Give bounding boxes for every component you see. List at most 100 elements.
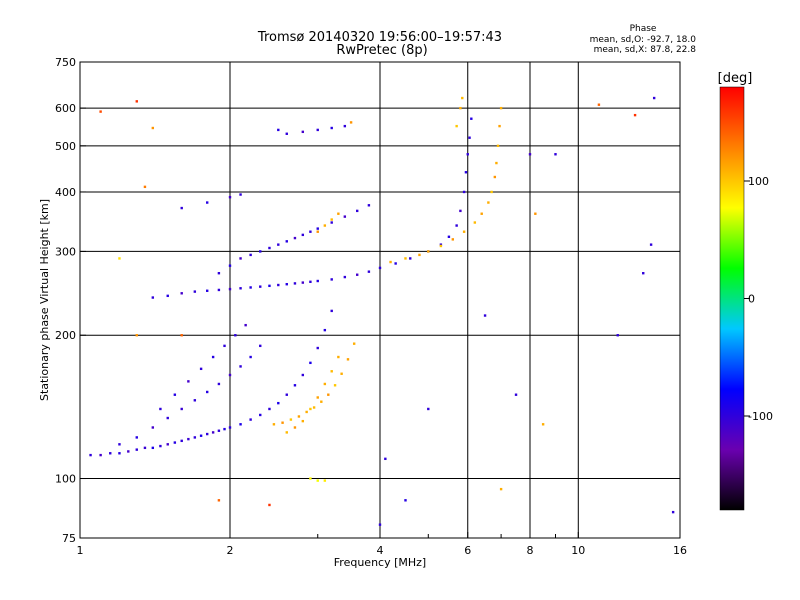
y-tick-label: 75 xyxy=(62,532,76,545)
x-tick-label: 1 xyxy=(77,544,84,557)
trace-point xyxy=(355,273,359,276)
trace-point xyxy=(323,328,327,332)
trace-point xyxy=(187,437,190,441)
trace-point xyxy=(277,401,280,405)
trace-point xyxy=(285,431,288,434)
trace-point xyxy=(293,282,297,285)
trace-point xyxy=(118,443,121,446)
trace-point xyxy=(327,393,330,396)
trace-point xyxy=(337,355,340,359)
trace-point xyxy=(323,224,327,227)
trace-point xyxy=(228,426,232,429)
trace-point xyxy=(239,257,242,260)
scatter-point xyxy=(554,153,557,156)
trace-point xyxy=(223,344,226,348)
trace-point xyxy=(470,117,473,120)
trace-point xyxy=(173,441,177,444)
scatter-point xyxy=(384,457,387,461)
trace-point xyxy=(293,236,297,240)
trace-point xyxy=(205,289,209,292)
trace-point xyxy=(473,221,477,224)
trace-point xyxy=(205,432,209,436)
trace-point xyxy=(193,436,197,439)
trace-point xyxy=(301,373,305,377)
scatter-point xyxy=(616,334,619,337)
trace-point xyxy=(151,446,155,450)
trace-point xyxy=(330,370,333,373)
trace-point xyxy=(340,372,343,375)
trace-point xyxy=(316,479,319,482)
trace-point xyxy=(293,426,297,429)
scatter-point xyxy=(427,407,430,411)
trace-point xyxy=(496,144,500,148)
trace-point xyxy=(330,309,333,313)
chart-title-line1: Tromsø 20140320 19:56:00–19:57:43 xyxy=(257,30,502,45)
trace-point xyxy=(316,279,319,283)
trace-point xyxy=(228,373,232,377)
scatter-point xyxy=(652,96,656,100)
scatter-point xyxy=(143,185,147,189)
trace-point xyxy=(217,382,221,386)
y-tick-label: 200 xyxy=(55,329,76,342)
trace-point xyxy=(404,257,407,260)
trace-point xyxy=(249,253,252,257)
trace-point xyxy=(394,262,397,265)
scatter-point xyxy=(541,423,545,426)
x-tick-label: 8 xyxy=(527,544,534,557)
trace-point xyxy=(316,128,319,132)
trace-point xyxy=(355,209,359,213)
trace-point xyxy=(293,384,297,387)
trace-point xyxy=(205,390,209,394)
trace-point xyxy=(187,380,190,383)
trace-point xyxy=(89,453,92,457)
trace-point xyxy=(259,344,262,348)
trace-point xyxy=(205,201,209,204)
data-points xyxy=(89,96,675,526)
trace-point xyxy=(464,171,468,174)
trace-point xyxy=(309,230,312,233)
trace-point xyxy=(193,399,197,402)
trace-point xyxy=(135,448,138,451)
trace-point xyxy=(346,358,350,361)
trace-point xyxy=(378,266,382,270)
trace-point xyxy=(343,124,347,128)
x-tick-label: 2 xyxy=(227,544,234,557)
trace-point xyxy=(367,270,371,273)
trace-point xyxy=(211,431,215,434)
x-axis-label: Frequency [MHz] xyxy=(334,556,426,569)
x-tick-label: 10 xyxy=(571,544,585,557)
colorbar-unit: [deg] xyxy=(718,71,753,86)
trace-point xyxy=(461,96,464,100)
trace-point xyxy=(143,446,147,450)
trace-point xyxy=(439,243,443,246)
trace-point xyxy=(462,190,466,194)
trace-point xyxy=(466,153,469,156)
trace-point xyxy=(281,421,284,424)
trace-point xyxy=(285,132,288,135)
trace-point xyxy=(333,384,337,387)
trace-point xyxy=(330,218,333,221)
trace-point xyxy=(249,286,252,289)
trace-point xyxy=(211,355,215,359)
trace-point xyxy=(127,450,130,453)
trace-point xyxy=(239,193,242,196)
scatter-point xyxy=(534,212,537,215)
trace-point xyxy=(268,246,271,250)
trace-point xyxy=(480,212,483,215)
trace-point xyxy=(277,243,280,246)
trace-point xyxy=(193,290,197,293)
trace-point xyxy=(277,128,280,132)
trace-point xyxy=(228,264,232,267)
trace-point xyxy=(118,452,121,455)
trace-point xyxy=(409,257,412,260)
trace-point xyxy=(468,136,471,139)
scatter-point xyxy=(217,499,221,502)
trace-point xyxy=(487,201,490,204)
trace-point xyxy=(259,285,262,288)
trace-point xyxy=(498,124,501,128)
trace-point xyxy=(135,436,138,439)
scatter-point xyxy=(268,503,271,507)
trace-point xyxy=(239,287,242,290)
trace-point xyxy=(439,244,443,248)
trace-point xyxy=(159,444,162,448)
